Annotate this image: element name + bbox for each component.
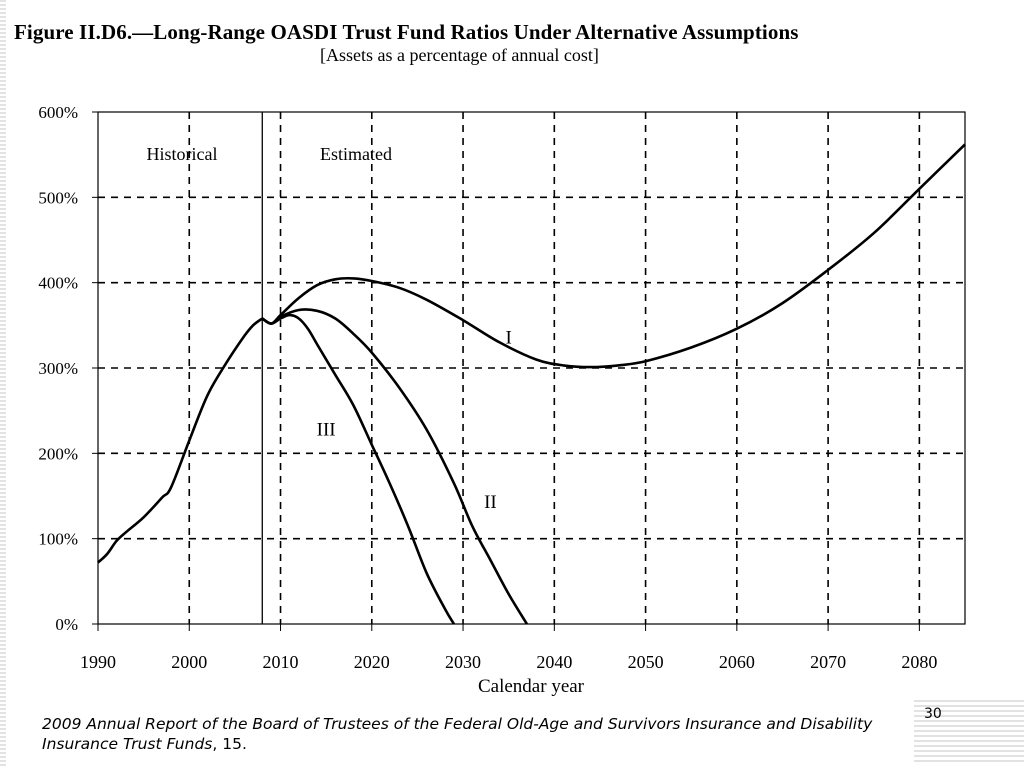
series-label-i: I [506, 327, 512, 348]
footnote-report-title: 2009 Annual Report of the Board of Trust… [42, 715, 873, 753]
series-line-ii [261, 308, 529, 625]
series-line-i [261, 143, 966, 369]
y-tick-label: 400% [38, 274, 78, 293]
y-tick-label: 500% [38, 188, 78, 207]
x-tick-label: 2020 [354, 652, 390, 672]
y-tick-label: 300% [38, 359, 78, 378]
series-line-iii [261, 313, 456, 625]
x-tick-label: 2010 [263, 652, 299, 672]
y-tick-label: 600% [38, 103, 78, 122]
figure-subtitle: [Assets as a percentage of annual cost] [320, 45, 599, 65]
x-tick-label: 2080 [901, 652, 937, 672]
x-tick-label: 2050 [628, 652, 664, 672]
series-line-historical [97, 317, 264, 564]
x-tick-label: 2040 [536, 652, 572, 672]
x-tick-label: 2000 [171, 652, 207, 672]
trust-fund-ratio-chart: 0% 100% 200% 300% 400% 500% 600% 1990 2000 2010 20… [38, 103, 966, 697]
series-label-ii: II [484, 492, 497, 513]
source-footnote: 2009 Annual Report of the Board of Trust… [42, 714, 892, 754]
series-label-iii: III [317, 419, 336, 440]
region-label-estimated: Estimated [320, 144, 392, 164]
x-tick-label: 1990 [80, 652, 116, 672]
y-tick-label: 0% [55, 615, 78, 634]
slide-corner-decoration [914, 700, 1024, 762]
x-tick-label: 2060 [719, 652, 755, 672]
y-tick-label: 200% [38, 444, 78, 463]
footnote-page-ref: , 15. [212, 735, 247, 753]
y-tick-label: 100% [38, 530, 78, 549]
slide-edge-decoration [0, 0, 6, 768]
slide-page-number: 30 [924, 706, 942, 722]
figure-title: Figure II.D6.—Long-Range OASDI Trust Fun… [14, 20, 799, 44]
region-label-historical: Historical [147, 144, 218, 164]
x-axis-label: Calendar year [478, 676, 585, 697]
x-tick-label: 2070 [810, 652, 846, 672]
x-tick-label: 2030 [445, 652, 481, 672]
